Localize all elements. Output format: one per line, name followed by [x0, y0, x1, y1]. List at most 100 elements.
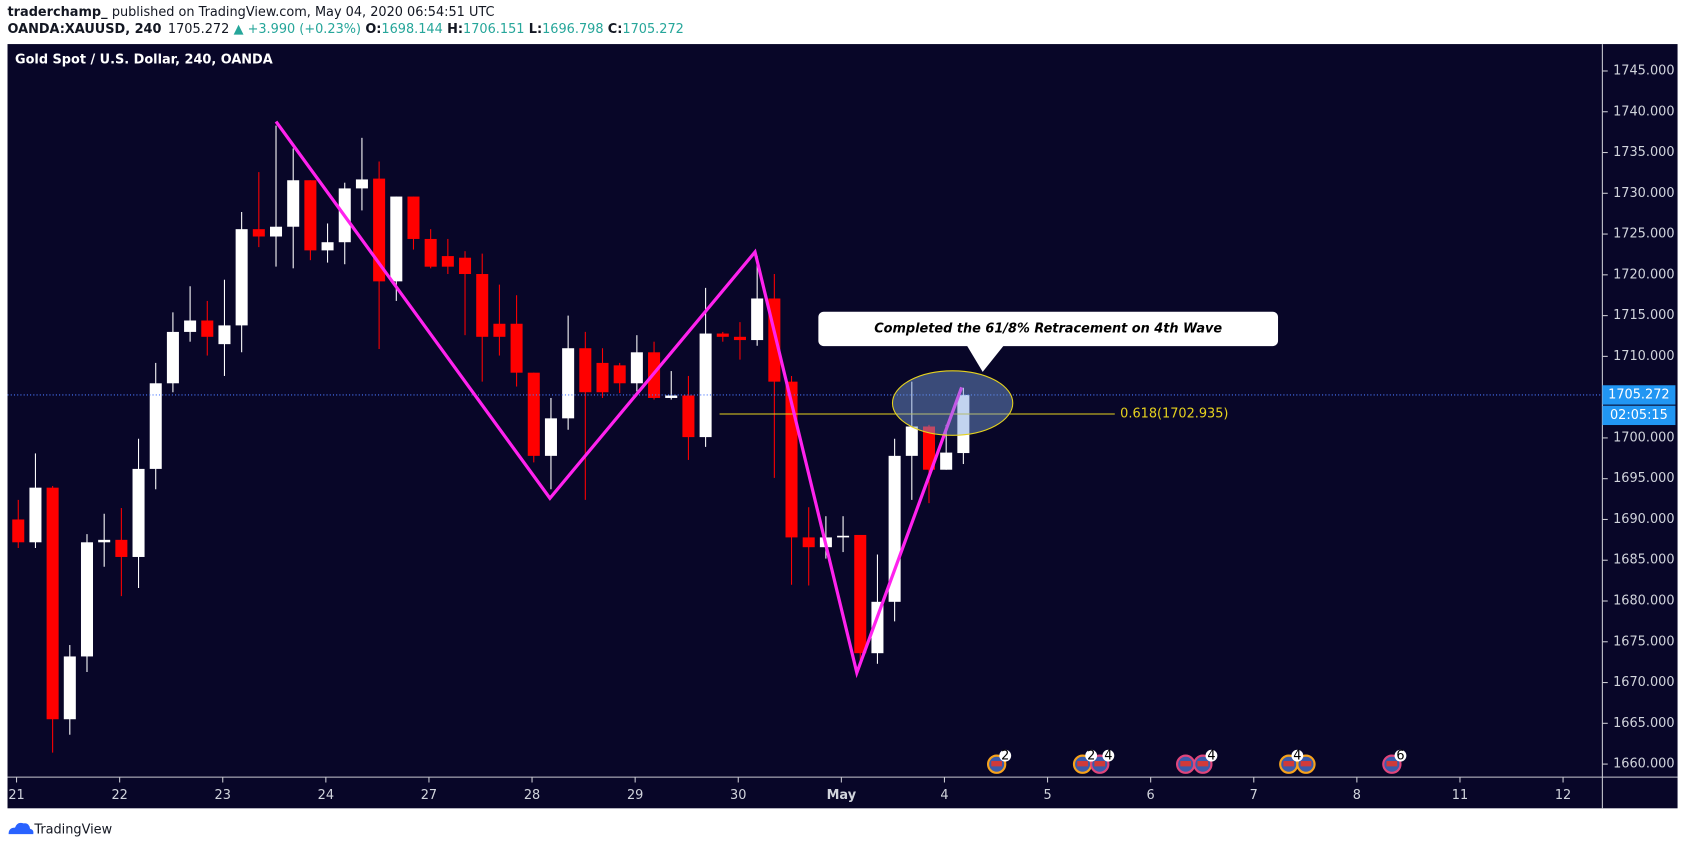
candle-body	[544, 418, 557, 456]
x-tick-label: 11	[1452, 788, 1468, 803]
x-tick-label: 29	[627, 788, 643, 803]
candle-body	[905, 426, 918, 456]
candle-body	[407, 196, 420, 239]
callout-box	[818, 311, 1279, 347]
fib-label: 0.618(1702.935)	[1120, 406, 1228, 421]
candle-body	[287, 180, 300, 227]
candle-body	[957, 394, 970, 454]
event-flag	[1094, 761, 1106, 767]
candle-body	[682, 395, 695, 438]
candle-body	[922, 426, 936, 470]
event-count: 6	[1396, 749, 1404, 764]
event-flag	[1077, 761, 1088, 767]
countdown-tag	[1602, 405, 1676, 426]
y-tick-label: 1740.000	[1613, 104, 1674, 119]
x-tick-label: 12	[1555, 788, 1571, 803]
y-tick-label: 1680.000	[1613, 593, 1674, 608]
x-tick-label: 21	[8, 788, 24, 803]
candle-body	[871, 601, 884, 654]
x-tick-label: 7	[1250, 788, 1258, 803]
event-count: 4	[1293, 749, 1301, 764]
author: traderchamp_	[8, 4, 109, 19]
candle-body	[424, 238, 437, 267]
l-value: 1696.798	[542, 22, 603, 37]
x-tick-label: 28	[524, 788, 540, 803]
event-badge	[1085, 749, 1098, 762]
x-tick-label: 23	[215, 788, 231, 803]
callout-text: Completed the 61/8% Retracement on 4th W…	[874, 321, 1222, 336]
candle-body	[802, 537, 815, 548]
h-value: 1706.151	[463, 22, 524, 37]
plot: 1660.000 1665.000 1670.000 1675.000 1680.000…	[7, 63, 1676, 803]
event-flag	[1197, 761, 1209, 767]
y-tick-label: 1745.000	[1613, 63, 1674, 78]
candle-body	[355, 179, 368, 189]
callout-pointer	[966, 345, 1005, 372]
candle-body	[441, 256, 454, 267]
logo-icon	[8, 822, 34, 835]
event-count: 4	[1104, 749, 1112, 764]
candle-body	[596, 362, 609, 393]
candle-body	[132, 468, 145, 557]
candle-body	[269, 226, 283, 237]
y-tick-label: 1695.000	[1613, 471, 1674, 486]
event-flag	[991, 761, 1003, 767]
chart-title: Gold Spot / U.S. Dollar, 240, OANDA	[15, 53, 273, 68]
x-tick-label: 24	[318, 788, 334, 803]
footer: TradingView	[8, 822, 112, 837]
event-count: 2	[1001, 749, 1009, 764]
zigzag-line	[274, 120, 964, 679]
c-value: 1705.272	[622, 22, 683, 37]
candle-body	[390, 196, 403, 282]
y-tick-label: 1730.000	[1613, 186, 1674, 201]
y-tick-label: 1710.000	[1613, 349, 1674, 364]
y-tick-label: 1725.000	[1613, 227, 1674, 242]
price: 1705.272	[168, 22, 229, 37]
candle-body	[149, 383, 162, 469]
y-tick-label: 1735.000	[1613, 145, 1674, 160]
price-tag-label: 1705.272	[1608, 387, 1669, 402]
candle-body	[613, 365, 626, 384]
x-tick-label: 27	[421, 788, 437, 803]
x-tick-label: 5	[1043, 788, 1051, 803]
candle-body	[218, 325, 231, 345]
candle-body	[665, 395, 678, 398]
candle-body	[716, 333, 729, 337]
l-label: L:	[529, 22, 542, 37]
x-tick-label: 30	[730, 788, 746, 803]
candle-body	[321, 242, 334, 251]
event-flag	[1180, 761, 1192, 767]
event-badge	[999, 749, 1012, 762]
candle-body	[98, 539, 111, 543]
candle-body	[252, 229, 265, 237]
logo-text: TradingView	[33, 822, 112, 837]
c-label: C:	[608, 22, 623, 37]
candle-body	[80, 542, 94, 657]
event-flag	[1386, 761, 1398, 767]
candle-body	[940, 452, 953, 470]
candle-body	[527, 372, 540, 456]
candle-body	[166, 331, 179, 384]
symbol: OANDA:XAUUSD, 240	[8, 22, 162, 37]
y-tick-label: 1685.000	[1613, 553, 1674, 568]
highlight-ellipse	[891, 370, 1014, 436]
h-label: H:	[447, 22, 463, 37]
x-tick-label: 22	[111, 788, 127, 803]
candle-body	[184, 320, 197, 332]
x-tick-label: 4	[940, 788, 948, 803]
y-tick-label: 1690.000	[1613, 512, 1674, 527]
y-tick-label: 1670.000	[1613, 675, 1674, 690]
candle-body	[115, 539, 128, 557]
candle-body	[304, 180, 317, 251]
candle-body	[630, 352, 643, 384]
candle-body	[12, 519, 25, 543]
price-tag	[1602, 385, 1676, 405]
y-tick-label: 1675.000	[1613, 634, 1674, 649]
y-tick-label: 1660.000	[1613, 757, 1674, 772]
candle-body	[751, 298, 764, 341]
candle-body	[46, 487, 59, 720]
event-flag	[1283, 761, 1295, 767]
candle-body	[373, 178, 386, 282]
header-line-1: traderchamp_ published on TradingView.com…	[8, 4, 495, 19]
candle-body	[493, 323, 506, 337]
